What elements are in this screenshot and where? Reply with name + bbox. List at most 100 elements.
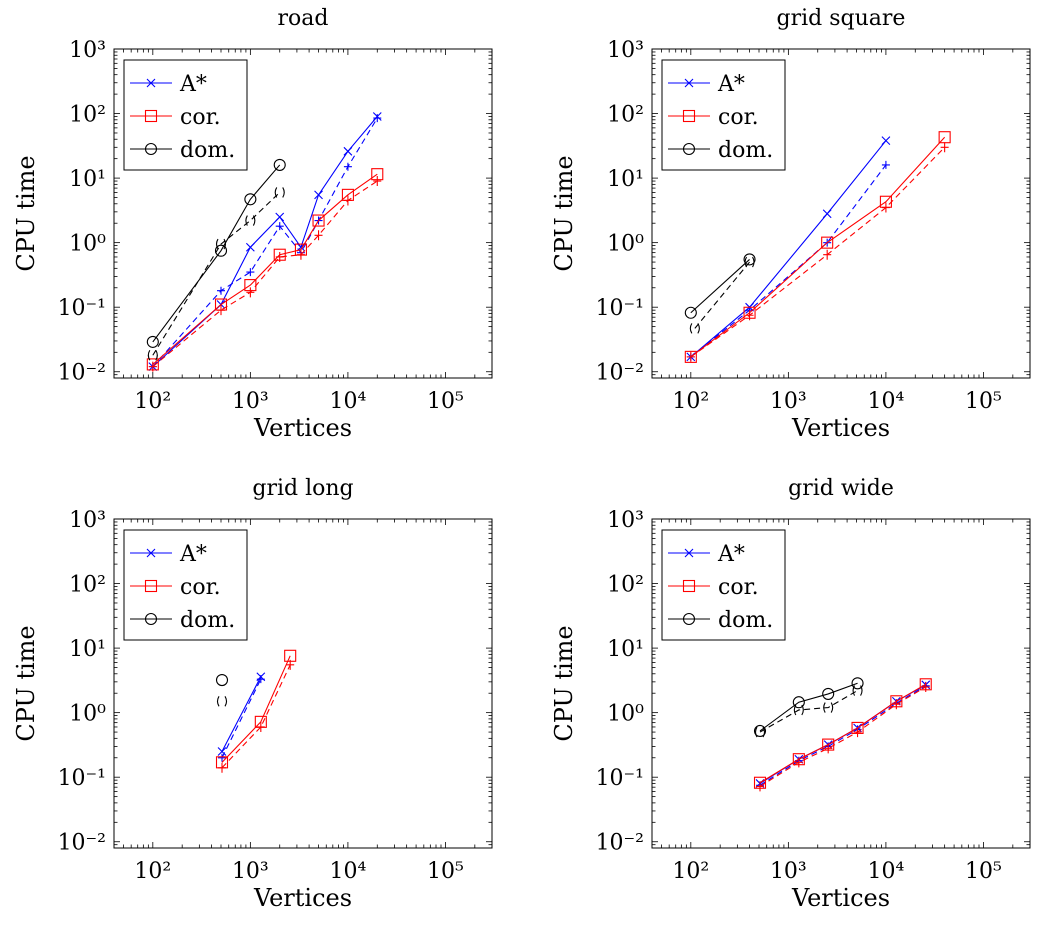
data-point: [686, 351, 695, 362]
y-axis-label: CPU time: [550, 155, 578, 271]
legend-box: [661, 59, 786, 171]
data-point: [216, 695, 228, 707]
y-tick-label: 10³: [607, 38, 644, 63]
y-tick-label: 10⁰: [69, 232, 106, 257]
legend-marker: [146, 78, 156, 88]
series-line: [152, 180, 378, 368]
y-tick-label: 10²: [607, 103, 644, 128]
data-point: [881, 160, 890, 169]
legend: A* cor. dom.: [123, 59, 248, 171]
legend-marker: [144, 109, 158, 123]
legend-label: cor.: [180, 575, 221, 600]
x-axis-label: Vertices: [791, 884, 890, 912]
data-point: [822, 209, 832, 219]
x-tick-label: 10²: [672, 389, 709, 414]
data-point: [881, 202, 890, 213]
axis-ticks: [113, 48, 493, 379]
data-point: [215, 238, 227, 250]
x-axis-label: Vertices: [253, 884, 352, 912]
series-line: [694, 261, 750, 329]
y-tick-label: 10⁻¹: [58, 296, 106, 321]
legend-label: cor.: [718, 575, 759, 600]
y-tick-label: 10²: [69, 573, 106, 598]
plot-frame: [113, 518, 493, 849]
chart-panel: 10² 10³ 10⁴ 10⁵ 10⁻² 10⁻¹ 10⁰ 10¹ 10² 10³ road Vert…: [12, 6, 493, 442]
data-point: [273, 158, 286, 171]
series-line: [221, 664, 291, 769]
legend-label: cor.: [180, 105, 221, 130]
y-tick-label: 10¹: [607, 637, 644, 662]
data-point: [343, 162, 352, 171]
data-point: [314, 190, 323, 200]
legend-marker: [682, 142, 696, 156]
series-line: [221, 678, 262, 759]
data-point: [744, 256, 755, 268]
chart-title: grid square: [777, 6, 906, 31]
series-line: [221, 676, 262, 752]
legend: A* cor. dom.: [661, 59, 786, 171]
x-tick-label: 10⁵: [965, 859, 1002, 884]
data-point: [218, 762, 227, 773]
series-line: [152, 164, 281, 343]
data-point: [792, 696, 805, 709]
axis-ticks: [651, 518, 1031, 849]
data-point: [246, 268, 255, 277]
data-point: [824, 743, 833, 754]
series-line: [759, 683, 927, 784]
data-point: [217, 305, 225, 316]
data-point: [217, 747, 227, 756]
data-point: [314, 230, 323, 241]
data-point: [373, 176, 382, 187]
data-point: [794, 757, 803, 768]
legend-marker: [144, 579, 158, 593]
series-line: [152, 173, 378, 365]
y-axis-label: CPU time: [12, 625, 40, 741]
data-point: [312, 214, 325, 227]
series-line: [152, 117, 378, 367]
data-point: [147, 349, 158, 361]
y-tick-label: 10³: [69, 38, 106, 63]
data-point: [892, 699, 901, 710]
data-point: [793, 704, 804, 716]
x-tick-label: 10⁵: [427, 859, 464, 884]
x-tick-label: 10⁴: [329, 389, 366, 414]
data-point: [823, 249, 832, 260]
data-point: [245, 215, 256, 226]
plot-frame: [113, 48, 493, 379]
legend-marker: [684, 78, 694, 88]
legend-marker: [684, 548, 694, 558]
y-tick-label: 10¹: [607, 167, 644, 192]
data-point: [246, 287, 255, 298]
y-tick-label: 10⁻²: [596, 831, 644, 856]
data-point: [881, 136, 891, 146]
data-point: [218, 753, 227, 762]
data-point: [754, 726, 766, 738]
data-point: [853, 727, 862, 738]
y-tick-label: 10¹: [69, 637, 106, 662]
legend-marker: [144, 612, 158, 626]
x-axis-label: Vertices: [791, 414, 890, 442]
x-tick-label: 10²: [134, 389, 171, 414]
x-tick-label: 10⁴: [867, 389, 904, 414]
series-group: [684, 131, 951, 363]
legend-label: A*: [179, 542, 207, 567]
legend-marker: [682, 579, 696, 593]
chart-panel: 10² 10³ 10⁴ 10⁵ 10⁻² 10⁻¹ 10⁰ 10¹ 10² 10³ grid wid…: [550, 476, 1031, 912]
data-point: [851, 677, 864, 690]
data-point: [245, 242, 255, 252]
data-point: [753, 724, 767, 738]
data-point: [275, 222, 284, 231]
x-tick-label: 10³: [232, 859, 269, 884]
series-line: [221, 655, 291, 763]
x-tick-label: 10²: [134, 859, 171, 884]
legend-marker: [146, 548, 156, 558]
data-point: [821, 236, 834, 249]
data-point: [217, 286, 225, 295]
y-tick-label: 10⁻¹: [596, 766, 644, 791]
series-line: [152, 116, 378, 368]
series-line: [690, 259, 750, 314]
axis-ticks: [651, 48, 1031, 379]
x-tick-label: 10⁵: [965, 389, 1002, 414]
data-point: [286, 659, 295, 670]
legend-marker: [682, 612, 696, 626]
